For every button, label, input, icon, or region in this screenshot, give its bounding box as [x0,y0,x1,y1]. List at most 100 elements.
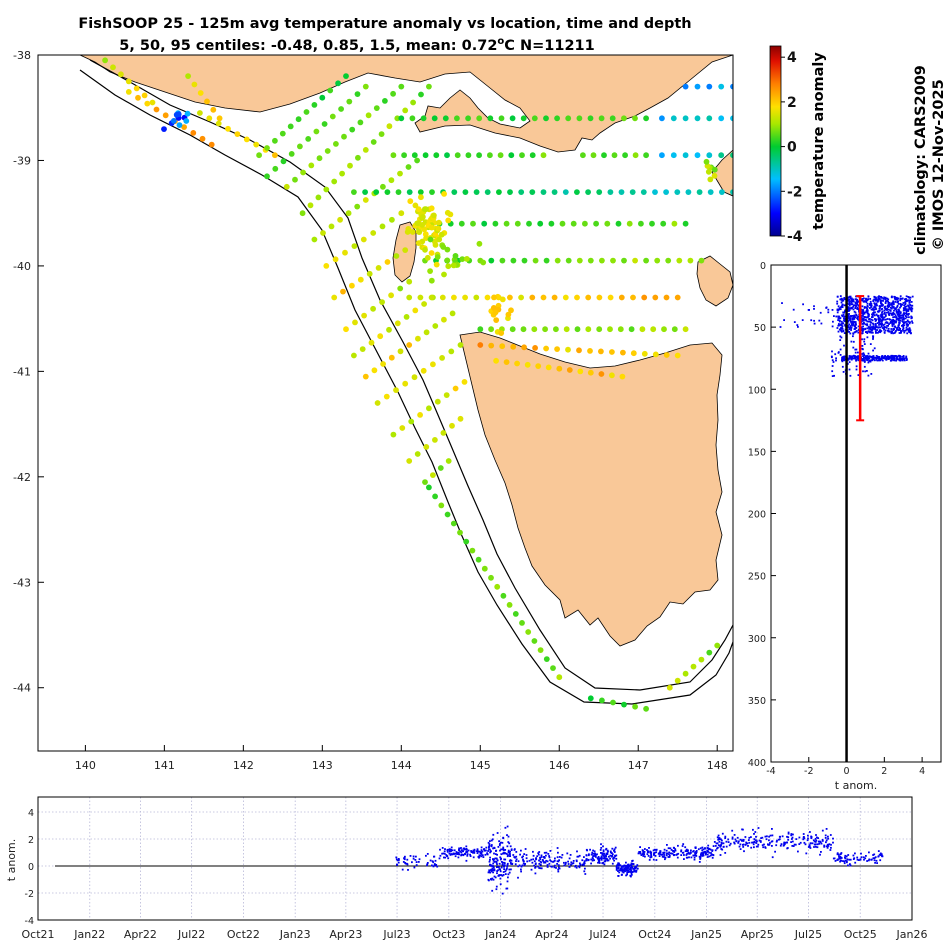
depth-point [802,303,804,306]
map-point [444,209,451,216]
time-point [880,853,883,856]
map-point [295,116,302,123]
depth-point [869,304,872,307]
colorbar-gradient [769,45,782,237]
time-point [484,849,486,852]
map-point [476,152,482,159]
depth-point [844,309,846,312]
depth-point [827,311,830,314]
depth-point [900,358,903,361]
time-point [583,860,586,863]
time-point [530,868,533,871]
depth-point [909,307,912,310]
depth-point [905,295,908,298]
time-point [731,829,734,832]
subtitle-suffix: C N=11211 [504,38,594,54]
time-point [532,854,535,857]
depth-point [862,319,865,321]
map-point [328,223,335,230]
time-point [480,846,483,849]
time-point [662,851,665,854]
depth-point [837,315,840,318]
depth-point [843,317,845,320]
depth-point [896,298,899,300]
time-point [686,850,689,853]
time-point [450,848,452,851]
depth-point [849,317,851,320]
depth-point [836,300,839,303]
depth-point [892,319,895,321]
time-point [463,848,466,851]
time-point [635,869,638,872]
time-point [647,851,650,854]
time-point [476,848,479,851]
time-point [535,857,537,859]
depth-point [879,357,881,360]
map-point [386,326,392,333]
time-point [625,861,627,864]
time-point [460,847,462,849]
map-ytick-label: -38 [13,49,31,62]
map-point [543,115,549,122]
depth-point [869,321,872,324]
time-point [607,855,610,858]
depth-point [895,359,897,362]
depth-point [866,370,868,372]
time-point [694,851,696,854]
time-point [844,859,847,862]
map-point [477,342,484,348]
depth-point [847,357,850,360]
time-point [462,850,464,853]
map-point [435,225,442,232]
time-point [581,863,584,866]
time-point [832,841,834,844]
depth-point [898,354,900,357]
map-xtick-label: 140 [75,759,96,772]
time-point [798,836,801,839]
time-point [506,867,508,870]
depth-point [867,358,869,361]
time-point [489,840,491,842]
time-point [445,854,448,856]
map-point [574,326,581,333]
depth-point [865,297,867,300]
map-point [225,125,231,132]
time-point [575,866,578,869]
depth-point [898,332,901,334]
map-frame [37,54,734,752]
time-point [563,864,566,867]
map-point [488,342,495,349]
colorbar-ticks: 420-2-4 [781,50,803,245]
depth-point [861,312,864,315]
time-point [694,854,697,856]
time-xtick-label: Oct24 [638,928,671,941]
depth-point [875,308,878,310]
time-point [613,859,615,862]
time-point [681,845,684,847]
depth-point [892,306,895,309]
depth-point [861,305,864,308]
time-point [518,864,521,867]
time-point [434,859,437,862]
map-point [417,189,424,196]
time-point [655,851,658,854]
depth-point [911,295,914,298]
map-point [423,329,430,336]
imos-credit: © IMOS 12-Nov-2025 [931,79,947,250]
time-point [496,859,499,862]
depth-point [850,303,853,306]
map-point [342,249,348,256]
time-point [604,860,606,863]
map-point [505,311,512,318]
time-point [832,857,835,860]
map-point [730,152,733,159]
map-point [488,257,495,264]
depth-point [864,323,867,326]
time-point [543,861,546,863]
time-point [759,841,762,843]
depth-point [843,344,845,347]
time-point [621,868,624,871]
time-point [506,825,509,828]
depth-point [892,316,894,319]
time-point [697,848,700,851]
